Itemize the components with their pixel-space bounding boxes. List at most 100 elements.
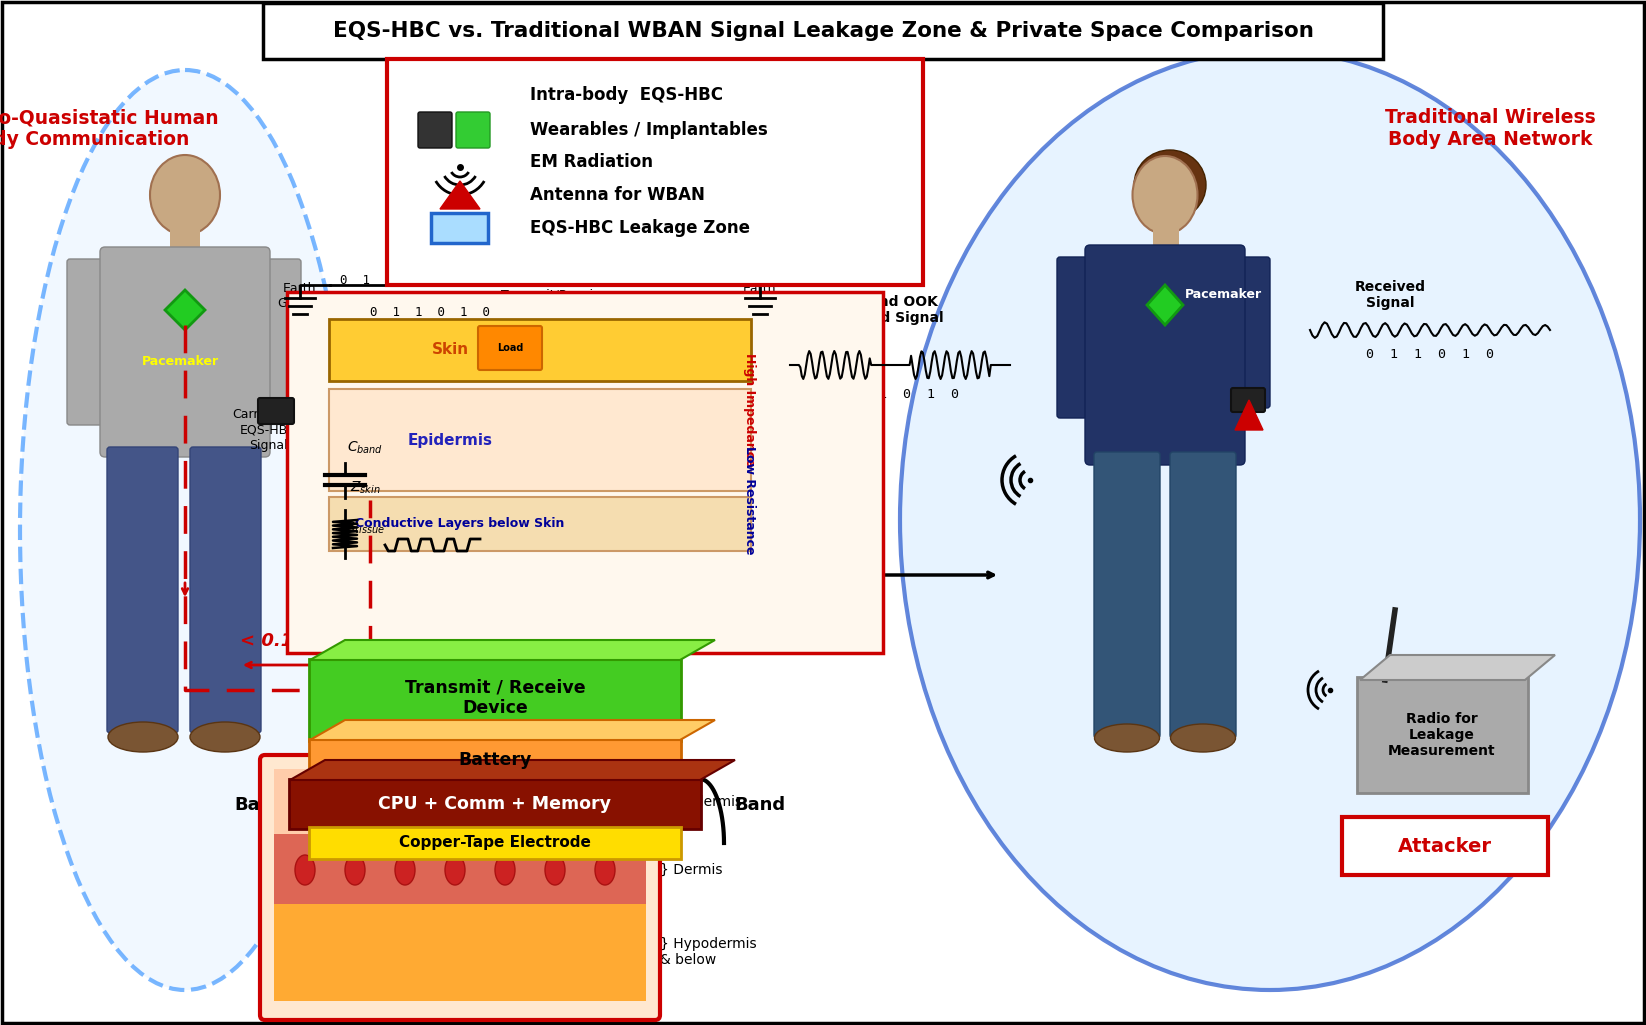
Text: $R_{tissue}$: $R_{tissue}$ [346,520,385,536]
Text: } Epidermis: } Epidermis [660,795,742,809]
Polygon shape [1234,400,1262,430]
Ellipse shape [189,722,260,752]
FancyBboxPatch shape [273,834,645,906]
Text: Earth
Ground: Earth Ground [277,282,323,310]
Text: Skin: Skin [431,342,469,358]
FancyBboxPatch shape [273,769,645,836]
FancyBboxPatch shape [418,112,453,148]
Text: Wearables / Implantables: Wearables / Implantables [530,121,767,139]
Text: High Impedance: High Impedance [744,354,757,466]
FancyBboxPatch shape [107,447,178,733]
Text: Earth
Ground: Earth Ground [737,282,783,310]
FancyBboxPatch shape [431,213,487,243]
Ellipse shape [900,50,1639,990]
FancyBboxPatch shape [286,292,882,653]
Ellipse shape [20,70,351,990]
Polygon shape [165,290,206,330]
FancyBboxPatch shape [329,319,751,381]
FancyBboxPatch shape [309,739,681,781]
FancyBboxPatch shape [456,112,491,148]
FancyBboxPatch shape [309,827,681,859]
FancyBboxPatch shape [1057,257,1098,418]
Text: Band: Band [734,796,785,814]
FancyBboxPatch shape [273,904,645,1001]
Polygon shape [309,640,714,660]
FancyBboxPatch shape [309,659,681,741]
Ellipse shape [594,855,616,885]
Text: $Z_{skin}$: $Z_{skin}$ [349,480,380,496]
FancyBboxPatch shape [1356,676,1527,793]
Polygon shape [1147,285,1183,325]
Text: Attacker: Attacker [1397,836,1491,856]
Text: $C_{band}$: $C_{band}$ [347,440,384,456]
Text: Pacemaker: Pacemaker [142,355,219,368]
Ellipse shape [395,855,415,885]
FancyBboxPatch shape [290,779,701,829]
Text: 0  1  1  0  1  0: 0 1 1 0 1 0 [1366,348,1495,362]
Text: Transmit / Receive
Device: Transmit / Receive Device [405,679,586,718]
Text: EQS-HBC Leakage Zone: EQS-HBC Leakage Zone [530,219,751,237]
Text: EM Radiation: EM Radiation [530,153,653,171]
FancyBboxPatch shape [1085,245,1244,465]
Text: Transmit/Receive
Electrodes: Transmit/Receive Electrodes [502,288,609,316]
Polygon shape [1360,655,1555,680]
Text: Received
Signal: Received Signal [1355,280,1425,311]
Text: Received
Signal: Received Signal [762,346,818,374]
FancyBboxPatch shape [477,326,542,370]
Text: ~5 metres: ~5 metres [754,540,876,560]
FancyBboxPatch shape [1231,388,1266,412]
Text: Load: Load [497,343,523,353]
FancyBboxPatch shape [1152,228,1179,250]
FancyBboxPatch shape [329,390,751,491]
Text: CPU + Comm + Memory: CPU + Comm + Memory [379,795,612,813]
Text: 0  1  1  0  1  0: 0 1 1 0 1 0 [370,306,491,320]
Text: Copper-Tape Electrode: Copper-Tape Electrode [398,835,591,851]
Text: Band: Band [234,796,285,814]
FancyBboxPatch shape [170,228,201,253]
Ellipse shape [1132,156,1198,234]
Text: Radio for
Leakage
Measurement: Radio for Leakage Measurement [1388,711,1496,758]
Text: Epidermis: Epidermis [408,433,492,448]
Text: } Hypodermis
& below: } Hypodermis & below [660,937,757,968]
Text: Narrowband OOK
Transmitted Signal: Narrowband OOK Transmitted Signal [797,295,943,325]
Polygon shape [290,760,736,780]
Text: 0  1  1  0  1  0: 0 1 1 0 1 0 [341,274,459,287]
FancyBboxPatch shape [255,259,301,415]
FancyBboxPatch shape [258,398,295,424]
FancyBboxPatch shape [1170,452,1236,738]
Polygon shape [439,181,481,209]
Text: Pacemaker: Pacemaker [1185,288,1262,301]
Ellipse shape [295,855,314,885]
Text: Conductive Layers below Skin: Conductive Layers below Skin [356,518,565,531]
Ellipse shape [1170,724,1236,752]
Ellipse shape [545,855,565,885]
FancyBboxPatch shape [100,247,270,457]
Ellipse shape [1134,150,1207,220]
FancyBboxPatch shape [189,447,262,733]
Text: Low Resistance: Low Resistance [744,446,757,555]
Text: Intra-body  EQS-HBC: Intra-body EQS-HBC [530,86,723,104]
Ellipse shape [444,855,466,885]
Ellipse shape [1095,724,1159,752]
Text: 0  1  1  0  1  0: 0 1 1 0 1 0 [831,388,960,402]
FancyBboxPatch shape [387,59,923,285]
FancyBboxPatch shape [260,755,660,1020]
FancyBboxPatch shape [1341,817,1547,875]
Ellipse shape [109,722,178,752]
Text: Electro-Quasistatic Human
Body Communication: Electro-Quasistatic Human Body Communica… [0,108,219,149]
Text: Battery: Battery [458,751,532,769]
Text: } Dermis: } Dermis [660,863,723,877]
FancyBboxPatch shape [263,3,1383,59]
FancyBboxPatch shape [67,259,114,425]
Ellipse shape [346,855,365,885]
Text: EQS-HBC vs. Traditional WBAN Signal Leakage Zone & Private Space Comparison: EQS-HBC vs. Traditional WBAN Signal Leak… [332,20,1314,41]
Text: Traditional Wireless
Body Area Network: Traditional Wireless Body Area Network [1384,108,1595,149]
Text: Carrier-less
EQS-HBC
Signal: Carrier-less EQS-HBC Signal [232,409,303,451]
Ellipse shape [495,855,515,885]
Ellipse shape [150,155,221,235]
Polygon shape [309,720,714,740]
Text: < 0.15 m: < 0.15 m [240,632,331,650]
FancyBboxPatch shape [329,497,751,551]
FancyBboxPatch shape [1095,452,1160,738]
Text: Antenna for WBAN: Antenna for WBAN [530,186,704,204]
